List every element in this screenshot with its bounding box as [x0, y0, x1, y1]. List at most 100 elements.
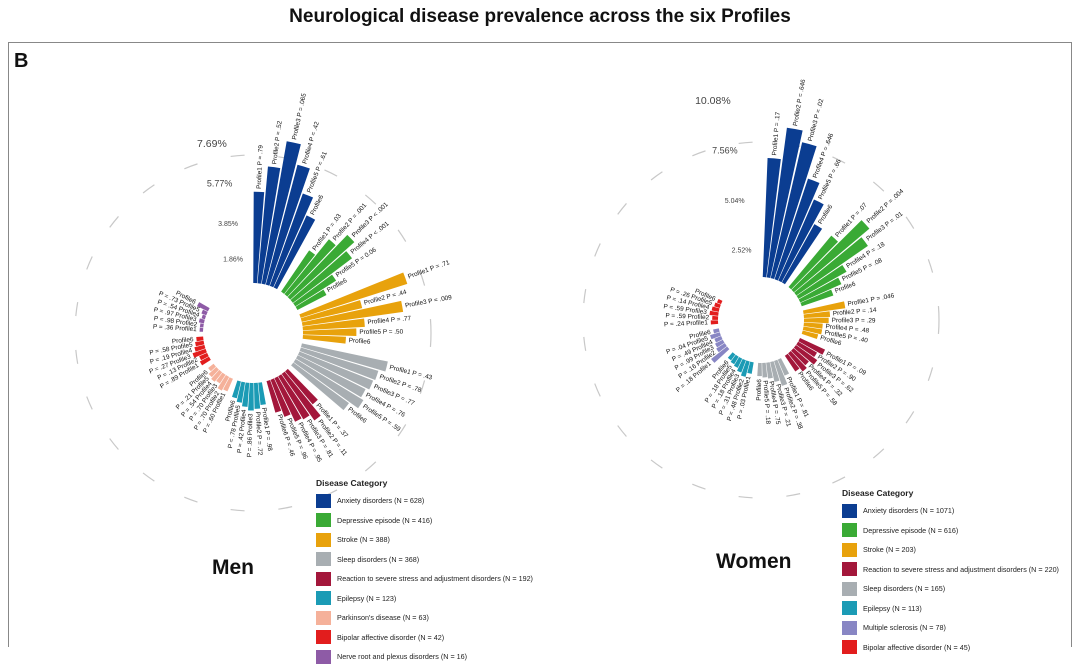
legend-swatch	[316, 493, 331, 508]
scale-label: 7.69%	[197, 138, 227, 150]
scale-label: 2.52%	[732, 248, 752, 255]
bar-label: Profile5 P = .18	[761, 380, 771, 425]
legend-swatch	[316, 552, 331, 567]
legend-label: Sleep disorders (N = 165)	[863, 584, 946, 594]
legend-label: Reaction to severe stress and adjustment…	[863, 564, 1059, 574]
bar-multiple-sclerosis-profile3	[715, 339, 725, 348]
legend-swatch	[316, 591, 331, 606]
bar-multiple-sclerosis-profile6	[713, 328, 720, 334]
scale-label: 3.85%	[218, 221, 238, 228]
bar-epilepsy-profile6	[232, 380, 241, 399]
radial-chart-women: 2.52%5.04%7.56%10.08%Profile1 P = .17Pro…	[582, 78, 940, 499]
legend-men: Disease Category Anxiety disorders (N = …	[316, 478, 533, 667]
bar-sleep-disorders-profile5	[762, 362, 768, 378]
bar-stroke-profile3	[301, 300, 404, 327]
bar-depressive-episode-profile3	[794, 237, 868, 296]
bar-label: Profile1 P = .17	[771, 111, 782, 156]
radial-chart-men: 1.86%3.85%5.77%7.69%Profile1 P = .79Prof…	[74, 92, 453, 512]
bar-label: Profile6	[689, 329, 712, 341]
bar-bipolar-affective-disorder-profile3	[709, 310, 719, 316]
legend-label: Reaction to severe stress and adjustment…	[337, 574, 533, 584]
legend-swatch	[842, 503, 857, 518]
legend-swatch	[316, 630, 331, 645]
bar-epilepsy-profile2	[740, 360, 750, 377]
legend-item: Stroke (N = 388)	[316, 530, 533, 550]
bar-bipolar-affective-disorder-profile4	[711, 306, 720, 312]
bar-anxiety-disorders-profile2	[766, 127, 803, 279]
bar-bipolar-affective-disorder-profile1	[199, 356, 211, 366]
bar-anxiety-disorders-profile1	[762, 158, 781, 278]
bar-sleep-disorders-profile3	[770, 361, 780, 382]
bar-depressive-episode-profile6	[295, 289, 327, 311]
bar-label: Profile6	[349, 337, 372, 346]
bar-label: Profile2 P = .72	[254, 412, 264, 457]
bar-stroke-profile4	[803, 322, 823, 329]
bar-anxiety-disorders-profile3	[261, 141, 301, 285]
bar-bipolar-affective-disorder-profile6	[716, 299, 723, 305]
bar-bipolar-affective-disorder-profile6	[196, 336, 204, 342]
bar-depressive-episode-profile1	[281, 250, 316, 294]
legend-label: Epilepsy (N = 113)	[863, 603, 922, 613]
bar-parkinson-s-disease-profile3	[216, 372, 226, 384]
legend-label: Anxiety disorders (N = 1071)	[863, 506, 955, 516]
scale-label: 5.04%	[725, 198, 745, 205]
bar-multiple-sclerosis-profile2	[716, 343, 727, 353]
bar-stroke-profile5	[802, 326, 823, 335]
bar-nerve-root-and-plexus-disorders-profile5	[201, 309, 208, 316]
bar-stroke-profile6	[302, 334, 346, 344]
bar-depressive-episode-profile1	[788, 235, 839, 290]
bar-label: P = .24 Profile1	[664, 319, 708, 328]
bar-reaction-to-severe-stress-and-adjustment-disorders-profile1	[798, 338, 826, 355]
bar-reaction-to-severe-stress-and-adjustment-disorders-profile4	[274, 376, 302, 422]
legend-swatch	[842, 640, 857, 655]
bar-nerve-root-and-plexus-disorders-profile4	[201, 314, 207, 320]
bar-anxiety-disorders-profile5	[778, 199, 824, 283]
bar-label: P = .36 Profile1	[153, 323, 198, 333]
bar-parkinson-s-disease-profile1	[223, 377, 233, 392]
legend-swatch	[316, 649, 331, 664]
bar-epilepsy-profile1	[747, 361, 754, 374]
legend-item: Depressive episode (N = 616)	[842, 521, 1059, 541]
legend-item: Parkinson's disease (N = 63)	[316, 608, 533, 628]
bar-label: Profile2 P = .646	[792, 78, 807, 126]
legend-women: Disease Category Anxiety disorders (N = …	[842, 488, 1059, 657]
legend-label: Bipolar affective disorder (N = 42)	[337, 632, 445, 642]
legend-rows: Anxiety disorders (N = 1071) Depressive e…	[842, 501, 1059, 657]
legend-label: Stroke (N = 388)	[337, 535, 390, 545]
legend-label: Nerve root and plexus disorders (N = 16)	[337, 652, 468, 662]
bar-epilepsy-profile3	[737, 358, 746, 373]
bar-anxiety-disorders-profile6	[273, 215, 316, 290]
bar-nerve-root-and-plexus-disorders-profile3	[198, 318, 205, 324]
bar-sleep-disorders-profile6	[291, 362, 349, 411]
legend-label: Depressive episode (N = 616)	[863, 525, 959, 535]
bar-epilepsy-profile3	[248, 382, 254, 411]
bar-bipolar-affective-disorder-profile3	[192, 348, 207, 358]
legend-item: Sleep disorders (N = 368)	[316, 550, 533, 570]
legend-item: Multiple sclerosis (N = 78)	[842, 618, 1059, 638]
bar-label: Profile6	[756, 379, 764, 401]
bar-epilepsy-profile2	[254, 382, 261, 409]
bar-anxiety-disorders-profile1	[253, 191, 265, 284]
bar-depressive-episode-profile3	[287, 234, 355, 300]
legend-label: Depressive episode (N = 416)	[337, 515, 433, 525]
bar-depressive-episode-profile4	[290, 251, 353, 303]
bar-label: P = .59 Profile2	[665, 312, 709, 321]
legend-label: Epilepsy (N = 123)	[337, 593, 397, 603]
bar-depressive-episode-profile2	[284, 239, 336, 297]
legend-item: Epilepsy (N = 113)	[842, 599, 1059, 619]
bar-bipolar-affective-disorder-profile2	[712, 315, 719, 320]
chart-label-women: Women	[716, 550, 792, 573]
bar-epilepsy-profile6	[727, 352, 736, 361]
bar-multiple-sclerosis-profile5	[710, 332, 721, 340]
scale-label: 5.77%	[207, 178, 233, 188]
bar-reaction-to-severe-stress-and-adjustment-disorders-profile1	[285, 368, 318, 405]
legend-label: Sleep disorders (N = 368)	[337, 554, 420, 564]
bar-label: Profile5 P = .50	[359, 329, 403, 336]
legend-swatch	[316, 610, 331, 625]
legend-swatch	[316, 532, 331, 547]
bar-label: Profile3 P = .29	[832, 317, 876, 324]
scale-label: 7.56%	[712, 146, 738, 156]
